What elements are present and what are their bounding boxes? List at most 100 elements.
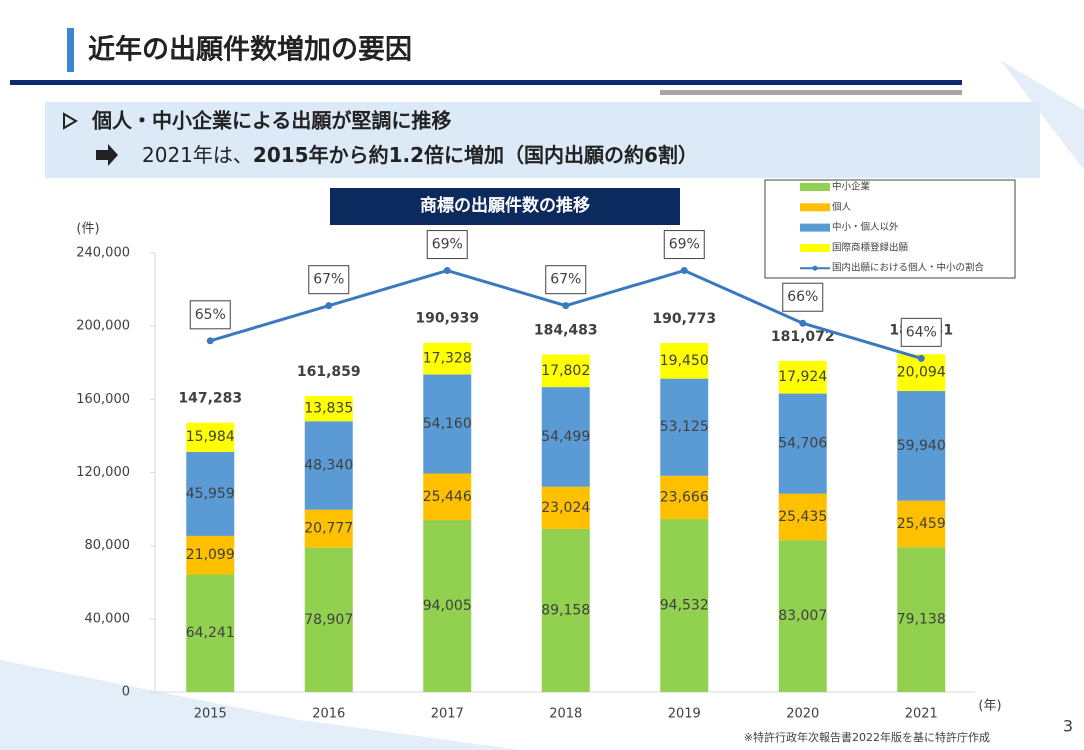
x-tick-label: 2015 xyxy=(194,707,227,722)
ratio-label-box xyxy=(663,230,705,260)
segment-label: 48,340 xyxy=(304,457,353,473)
sub-text: 2021年は、2015年から約1.2倍に増加（国内出願の約6割） xyxy=(142,143,698,167)
bar-segment xyxy=(423,342,472,375)
y-tick-label: 160,000 xyxy=(76,392,130,407)
bar-segment xyxy=(897,547,946,692)
title-accent xyxy=(67,28,74,72)
segment-label: 94,005 xyxy=(423,598,472,614)
ratio-label-box xyxy=(900,317,942,347)
ratio-point xyxy=(562,302,570,310)
bar-segment xyxy=(304,395,353,422)
segment-label: 17,328 xyxy=(423,351,472,367)
segment-label: 25,459 xyxy=(897,516,946,532)
legend-label: 中小・個人以外 xyxy=(832,221,899,233)
ratio-label: 67% xyxy=(313,272,344,288)
bullet-text: 個人・中小企業による出願が堅調に推移 xyxy=(91,109,451,133)
rule xyxy=(660,90,962,95)
ratio-point xyxy=(325,302,333,310)
sub-plain: 2021年は、 xyxy=(142,143,253,167)
ratio-label-box xyxy=(782,282,824,312)
segment-label: 25,446 xyxy=(423,489,472,505)
segment-label: 20,777 xyxy=(304,521,353,537)
ratio-label: 65% xyxy=(195,307,226,323)
y-tick-label: 0 xyxy=(122,685,130,700)
bar-segment xyxy=(660,519,709,692)
segment-label: 20,094 xyxy=(897,365,946,381)
segment-label: 54,499 xyxy=(541,429,590,445)
banner xyxy=(45,102,1040,178)
arrow-icon xyxy=(96,144,118,166)
total-label: 184,483 xyxy=(534,323,598,339)
y-tick-label: 200,000 xyxy=(76,319,130,334)
bullet-icon xyxy=(63,112,78,130)
bar-segment xyxy=(186,574,235,692)
segment-label: 19,450 xyxy=(660,353,709,369)
segment-label: 15,984 xyxy=(186,429,235,445)
y-tick-label: 120,000 xyxy=(76,465,130,480)
x-tick-label: 2020 xyxy=(786,707,819,722)
total-label: 161,859 xyxy=(297,364,361,380)
ratio-point xyxy=(206,337,214,345)
segment-label: 23,024 xyxy=(541,500,590,516)
ratio-point xyxy=(917,354,925,362)
total-label: 181,072 xyxy=(771,329,835,345)
bar-segment xyxy=(541,486,590,529)
bar-segment xyxy=(423,374,472,474)
legend-label: 個人 xyxy=(832,201,852,213)
bar-segment xyxy=(423,473,472,521)
segment-label: 25,435 xyxy=(778,509,827,525)
segment-label: 64,241 xyxy=(186,625,235,641)
x-tick-label: 2018 xyxy=(549,707,582,722)
bar-segment xyxy=(186,451,235,536)
ratio-label: 66% xyxy=(787,289,818,305)
bar-segment xyxy=(304,421,353,510)
x-tick-label: 2019 xyxy=(668,707,701,722)
segment-label: 59,940 xyxy=(897,438,946,454)
segment-label: 79,138 xyxy=(897,612,946,628)
ratio-label-box xyxy=(545,265,587,295)
y-tick-label: 40,000 xyxy=(85,611,131,626)
ratio-label: 69% xyxy=(669,237,700,253)
legend-label: 中小企業 xyxy=(832,181,871,193)
rule xyxy=(10,80,962,85)
bar-segment xyxy=(660,475,709,520)
segment-label: 17,924 xyxy=(778,369,827,385)
bar-segment xyxy=(778,360,827,394)
ratio-label: 67% xyxy=(550,272,581,288)
segment-label: 23,666 xyxy=(660,489,709,505)
segment-label: 89,158 xyxy=(541,602,590,618)
ratio-label: 69% xyxy=(432,237,463,253)
total-label: 190,939 xyxy=(415,311,479,327)
x-tick-label: 2017 xyxy=(431,707,464,722)
y-unit: (件) xyxy=(76,222,99,237)
y-tick-label: 80,000 xyxy=(85,538,131,553)
ratio-point xyxy=(799,319,807,327)
bar-segment xyxy=(541,387,590,487)
segment-label: 54,160 xyxy=(423,416,472,432)
bar-segment xyxy=(897,500,946,548)
bar-segment xyxy=(778,493,827,541)
legend-swatch xyxy=(812,265,818,271)
sub-bold: 2015年から約1.2倍に増加（国内出願の約6割） xyxy=(253,143,698,167)
slide-title: 近年の出願件数増加の要因 xyxy=(88,34,412,66)
segment-label: 94,532 xyxy=(660,598,709,614)
segment-label: 53,125 xyxy=(660,419,709,435)
chart-title: 商標の出願件数の推移 xyxy=(420,195,590,216)
segment-label: 83,007 xyxy=(778,608,827,624)
bar-segment xyxy=(897,391,946,501)
segment-label: 17,802 xyxy=(541,363,590,379)
ratio-label-box xyxy=(308,265,350,295)
total-label: 147,283 xyxy=(178,391,242,407)
legend-label: 国内出願における個人・中小の割合 xyxy=(832,262,985,274)
segment-label: 54,706 xyxy=(778,436,827,452)
chart-title-box xyxy=(330,188,680,225)
legend-swatch xyxy=(800,183,830,191)
bar-segment xyxy=(423,520,472,692)
segment-label: 13,835 xyxy=(304,401,353,417)
x-unit: (年) xyxy=(978,699,1001,714)
ratio-label: 64% xyxy=(906,324,937,340)
decor-wave xyxy=(0,660,520,750)
legend-swatch xyxy=(800,243,830,252)
